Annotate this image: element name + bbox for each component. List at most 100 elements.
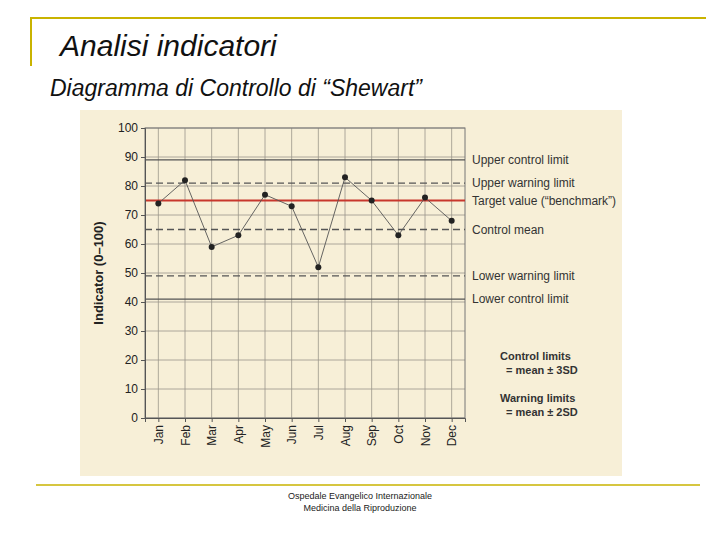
series-point <box>182 177 188 183</box>
series-point <box>235 232 241 238</box>
series-point <box>209 244 215 250</box>
footer-line: Ospedale Evangelico Internazionale <box>288 491 432 501</box>
x-tick-mark <box>158 418 159 422</box>
x-tick-label: Jun <box>285 425 299 444</box>
reference-label: Upper control limit <box>472 153 569 167</box>
x-tick: Aug <box>339 418 353 446</box>
slide: Analisi indicatoriDiagramma di Controllo… <box>0 0 720 540</box>
x-tick-label: Jan <box>152 425 166 444</box>
x-tick-label: Jul <box>312 425 326 440</box>
grid-line-x <box>265 128 266 418</box>
series-line <box>158 177 451 267</box>
grid-line-x <box>425 128 426 418</box>
y-tick-mark <box>141 389 145 390</box>
y-tick-label: 10 <box>125 382 139 396</box>
y-tick-mark <box>141 157 145 158</box>
x-tick-label: Aug <box>339 425 353 446</box>
x-tick: Sep <box>365 418 379 446</box>
y-tick-mark <box>141 302 145 303</box>
series-point <box>449 218 455 224</box>
y-axis-title: Indicator (0–100) <box>91 221 106 324</box>
slide-rule-bottom <box>36 484 700 486</box>
x-tick: Mar <box>205 418 219 446</box>
chart-background <box>80 110 622 476</box>
grid-line-y <box>145 186 465 187</box>
x-tick-mark <box>425 418 426 422</box>
annotation-title: Control limits <box>500 350 571 362</box>
grid-line-x <box>451 128 452 418</box>
grid <box>145 128 465 418</box>
y-tick-label: 60 <box>125 237 139 251</box>
x-tick: Feb <box>179 418 193 446</box>
x-tick-mark <box>318 418 319 422</box>
x-tick: Jun <box>285 418 299 444</box>
grid-line-y <box>145 157 465 158</box>
y-tick-label: 80 <box>125 179 139 193</box>
x-tick-label: May <box>259 425 273 448</box>
reference-line <box>145 275 465 276</box>
y-tick: 30 <box>125 324 145 338</box>
annotation-text: = mean ± 3SD <box>506 364 578 376</box>
x-tick-mark <box>345 418 346 422</box>
y-tick: 100 <box>118 121 145 135</box>
y-tick: 20 <box>125 353 145 367</box>
x-tick-label: Oct <box>392 424 406 443</box>
x-axis-line <box>146 419 466 423</box>
reference-label: Lower warning limit <box>472 269 575 283</box>
series-point <box>422 195 428 201</box>
grid-line-x <box>158 128 159 418</box>
grid-line-x <box>371 128 372 418</box>
x-tick: Jul <box>312 418 326 440</box>
y-tick-label: 0 <box>131 411 138 425</box>
y-tick-label: 40 <box>125 295 139 309</box>
x-tick: Apr <box>232 418 246 444</box>
y-tick-label: 70 <box>125 208 139 222</box>
grid-line-x <box>238 128 239 418</box>
y-tick: 50 <box>125 266 145 280</box>
y-tick-mark <box>141 244 145 245</box>
x-tick-mark <box>265 418 266 422</box>
x-axis: Jan Feb Mar Apr May Jun Jul Aug Sep Oct Nov Dec <box>146 418 466 448</box>
y-tick-mark <box>141 360 145 361</box>
y-tick: 60 <box>125 237 145 251</box>
grid-line-x <box>398 128 399 418</box>
x-tick: May <box>259 418 273 448</box>
x-tick: Nov <box>419 418 433 446</box>
x-tick-label: Sep <box>365 425 379 447</box>
grid-line-y <box>145 331 465 332</box>
reference-label: Control mean <box>472 223 544 237</box>
reference-label: Target value (“benchmark”) <box>472 194 616 208</box>
y-tick: 0 <box>131 411 145 425</box>
slide-rule-top <box>30 17 706 19</box>
reference-label: Lower control limit <box>472 292 569 306</box>
y-tick-label: 50 <box>125 266 139 280</box>
reference-line <box>145 159 465 160</box>
y-tick-mark <box>141 186 145 187</box>
x-tick: Oct <box>392 418 406 444</box>
grid-line-x <box>185 128 186 418</box>
series-point <box>395 232 401 238</box>
grid-line-x <box>291 128 292 418</box>
series-point <box>262 192 268 198</box>
y-tick: 10 <box>125 382 145 396</box>
x-tick-label: Dec <box>445 425 459 446</box>
subtitle: Diagramma di Controllo di “Shewart” <box>50 75 423 101</box>
y-tick: 90 <box>125 150 145 164</box>
y-tick: 70 <box>125 208 145 222</box>
y-tick-label: 20 <box>125 353 139 367</box>
reference-line <box>145 182 465 183</box>
grid-line-y <box>145 302 465 303</box>
y-tick-mark <box>141 215 145 216</box>
reference-line <box>145 298 465 299</box>
footer-line: Medicina della Riproduzione <box>303 503 416 513</box>
x-tick-mark <box>212 418 213 422</box>
plot-frame <box>145 128 465 418</box>
plot-area <box>145 160 465 299</box>
x-tick-label: Feb <box>179 425 193 446</box>
grid-line-y <box>145 244 465 245</box>
x-tick-label: Mar <box>205 425 219 446</box>
y-tick-label: 100 <box>118 121 138 135</box>
y-axis-line <box>141 129 146 419</box>
y-tick-label: 30 <box>125 324 139 338</box>
reference-line <box>145 229 465 230</box>
